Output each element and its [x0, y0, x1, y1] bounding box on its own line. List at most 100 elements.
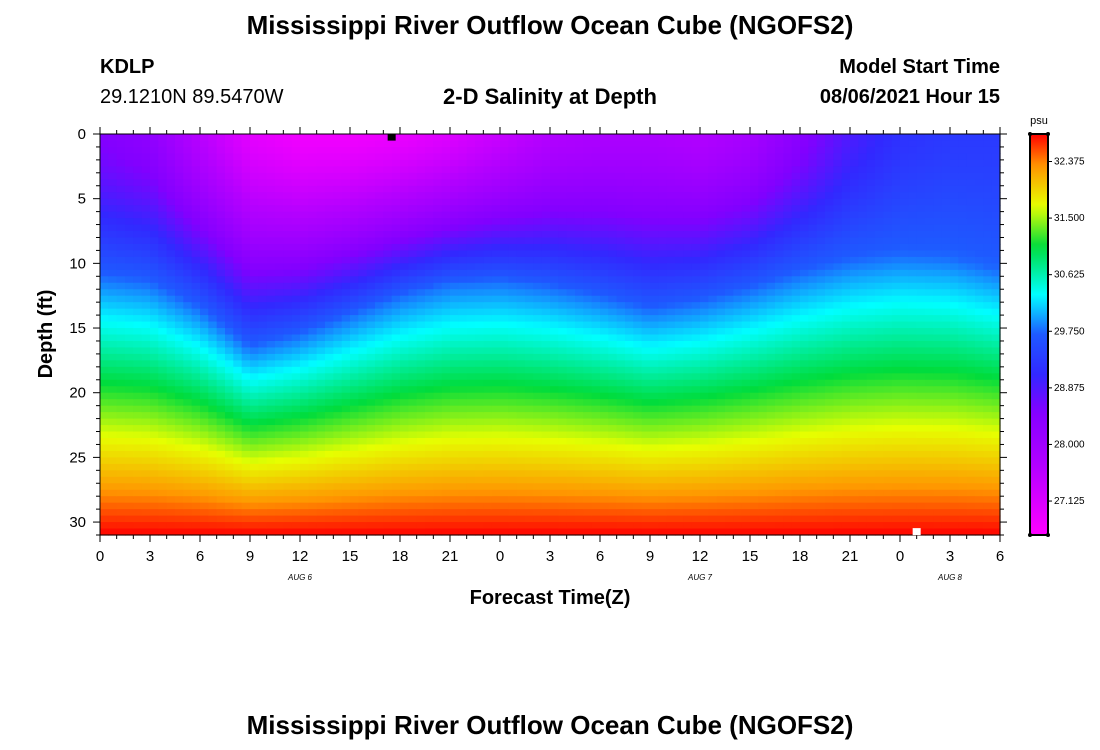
- heatmap-cell: [383, 425, 393, 433]
- heatmap-cell: [566, 295, 576, 303]
- heatmap-cell: [733, 224, 743, 232]
- heatmap-cell: [508, 321, 518, 329]
- heatmap-cell: [716, 198, 726, 206]
- heatmap-cell: [750, 483, 759, 491]
- model-start-value: 08/06/2021 Hour 15: [819, 86, 1000, 108]
- heatmap-cell: [366, 282, 376, 290]
- heatmap-cell: [666, 211, 676, 219]
- heatmap-cell: [183, 379, 193, 387]
- heatmap-cell: [100, 172, 109, 180]
- heatmap-cell: [150, 172, 159, 180]
- heatmap-cell: [225, 334, 234, 342]
- heatmap-cell: [491, 211, 501, 219]
- heatmap-cell: [425, 218, 434, 226]
- heatmap-cell: [541, 205, 551, 213]
- heatmap-cell: [366, 496, 376, 504]
- heatmap-cell: [583, 386, 593, 394]
- heatmap-cell: [500, 243, 509, 252]
- heatmap-cell: [208, 302, 218, 310]
- heatmap-cell: [558, 483, 568, 491]
- heatmap-cell: [508, 334, 518, 342]
- heatmap-cell: [733, 172, 743, 180]
- heatmap-cell: [666, 334, 676, 342]
- heatmap-cell: [275, 231, 284, 239]
- heatmap-cell: [616, 528, 626, 536]
- heatmap-cell: [150, 425, 159, 433]
- heatmap-cell: [616, 463, 626, 471]
- heatmap-cell: [175, 457, 184, 465]
- heatmap-cell: [100, 502, 109, 510]
- heatmap-cell: [308, 379, 318, 387]
- heatmap-cell: [550, 444, 559, 452]
- heatmap-cell: [491, 231, 501, 239]
- heatmap-cell: [125, 463, 134, 471]
- heatmap-cell: [533, 528, 543, 536]
- heatmap-cell: [200, 528, 209, 536]
- heatmap-cell: [250, 134, 259, 142]
- heatmap-cell: [483, 198, 493, 206]
- heatmap-cell: [166, 134, 176, 142]
- heatmap-cell: [750, 509, 759, 517]
- heatmap-cell: [491, 340, 501, 349]
- heatmap-cell: [666, 431, 676, 439]
- heatmap-cell: [566, 522, 576, 530]
- heatmap-cell: [483, 321, 493, 329]
- heatmap-cell: [425, 379, 434, 387]
- heatmap-cell: [483, 360, 493, 368]
- heatmap-cell: [658, 502, 668, 510]
- heatmap-cell: [541, 399, 551, 407]
- heatmap-cell: [691, 340, 701, 349]
- heatmap-cell: [158, 153, 168, 161]
- heatmap-cell: [533, 366, 543, 374]
- heatmap-cell: [200, 179, 209, 187]
- heatmap-cell: [283, 166, 293, 174]
- heatmap-cell: [116, 276, 126, 284]
- heatmap-cell: [175, 224, 184, 232]
- heatmap-cell: [400, 496, 409, 504]
- heatmap-cell: [433, 360, 443, 368]
- heatmap-cell: [283, 159, 293, 167]
- heatmap-cell: [600, 295, 609, 303]
- heatmap-cell: [566, 470, 576, 478]
- heatmap-cell: [550, 502, 559, 510]
- heatmap-cell: [616, 373, 626, 381]
- heatmap-cell: [308, 463, 318, 471]
- heatmap-cell: [225, 412, 234, 420]
- heatmap-cell: [275, 386, 284, 394]
- heatmap-cell: [625, 172, 634, 180]
- heatmap-cell: [708, 179, 718, 187]
- heatmap-cell: [500, 276, 509, 284]
- heatmap-cell: [100, 146, 109, 155]
- heatmap-cell: [191, 476, 201, 484]
- heatmap-cell: [433, 140, 443, 148]
- heatmap-cell: [316, 134, 326, 142]
- heatmap-cell: [291, 450, 301, 458]
- heatmap-cell: [466, 522, 476, 530]
- heatmap-cell: [358, 243, 368, 252]
- heatmap-cell: [716, 334, 726, 342]
- heatmap-cell: [633, 295, 643, 303]
- heatmap-cell: [316, 218, 326, 226]
- heatmap-cell: [283, 366, 293, 374]
- heatmap-cell: [525, 515, 534, 523]
- heatmap-cell: [491, 515, 501, 523]
- heatmap-cell: [600, 166, 609, 174]
- heatmap-cell: [758, 237, 768, 245]
- heatmap-cell: [500, 476, 509, 484]
- heatmap-cell: [583, 405, 593, 413]
- heatmap-cell: [458, 289, 468, 297]
- heatmap-cell: [725, 450, 734, 458]
- heatmap-cell: [641, 302, 651, 310]
- heatmap-cell: [416, 399, 426, 407]
- heatmap-cell: [483, 159, 493, 167]
- heatmap-cell: [700, 412, 709, 420]
- heatmap-cell: [675, 379, 684, 387]
- heatmap-cell: [341, 308, 351, 316]
- heatmap-cell: [525, 373, 534, 381]
- heatmap-cell: [266, 347, 276, 355]
- heatmap-cell: [308, 431, 318, 439]
- heatmap-cell: [125, 412, 134, 420]
- heatmap-cell: [666, 172, 676, 180]
- heatmap-cell: [625, 431, 634, 439]
- heatmap-cell: [441, 399, 451, 407]
